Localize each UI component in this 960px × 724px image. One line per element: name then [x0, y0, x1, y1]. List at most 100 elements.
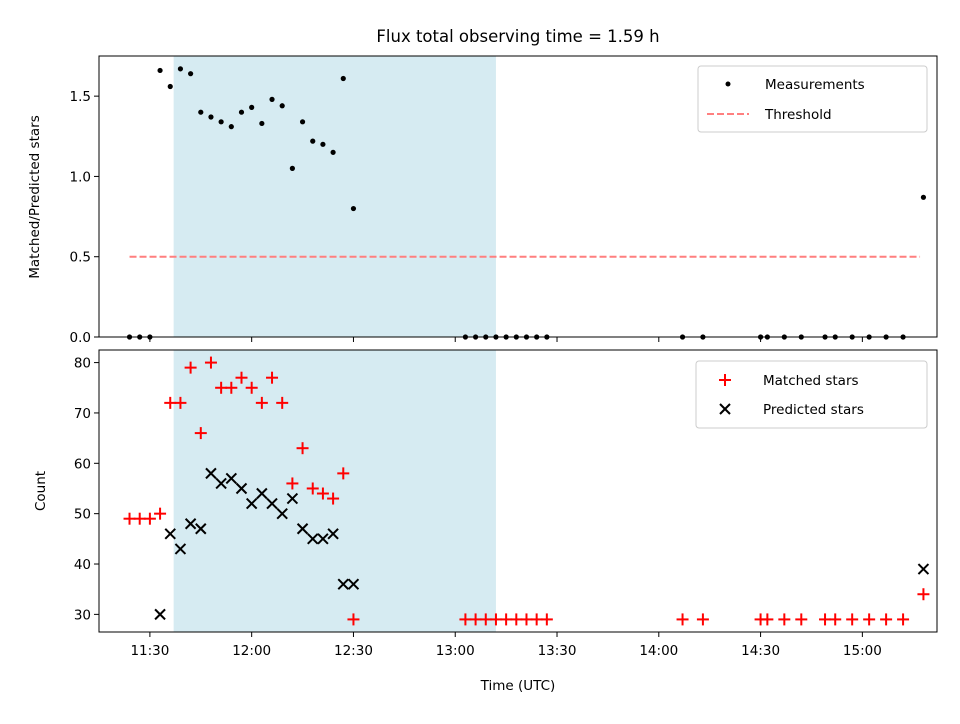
predicted-star-point [307, 533, 319, 545]
measurement-point [177, 66, 184, 72]
measurement-point [228, 124, 234, 130]
bottom-y-tick-label: 40 [74, 557, 91, 573]
bottom-axes-frame [98, 349, 938, 633]
matched-star-point [489, 613, 502, 626]
bottom-y-tick-label: 70 [74, 406, 91, 422]
legend-measurements-label: Measurements [765, 77, 865, 93]
legend-threshold-label: Threshold [764, 107, 832, 123]
bottom-legend: Matched stars Predicted stars [695, 360, 928, 429]
top-y-tick-label: 1.0 [70, 169, 91, 185]
x-tick-label: 12:30 [334, 643, 373, 659]
x-tick-label: 14:30 [741, 643, 780, 659]
matched-star-point [296, 442, 309, 455]
matched-star-point [510, 613, 523, 626]
top-y-tick-label: 0.5 [70, 250, 91, 266]
matched-star-point [676, 613, 689, 626]
predicted-star-point [256, 487, 268, 500]
bottom-y-tick-label: 80 [74, 356, 91, 372]
x-axis-label: Time (UTC) [480, 678, 556, 694]
matched-star-point [897, 613, 910, 626]
bottom-y-tick-label: 30 [74, 607, 91, 623]
measurement-point [198, 109, 204, 115]
matched-star-point [819, 613, 832, 626]
matched-star-point [327, 492, 340, 505]
matched-star-point [245, 381, 258, 394]
measurement-point [299, 119, 306, 125]
matched-star-point [276, 396, 289, 409]
predicted-star-point [215, 477, 227, 490]
measurement-point [269, 96, 275, 102]
legend-predicted-label: Predicted stars [763, 402, 864, 418]
predicted-star-point [225, 472, 238, 485]
matched-star-point [235, 371, 248, 384]
matched-star-point [306, 482, 319, 495]
measurement-point [310, 138, 316, 144]
legend-predicted-marker [719, 403, 731, 415]
matched-star-point [778, 613, 791, 626]
matched-star-point [204, 356, 217, 369]
legend-matched-marker [719, 374, 731, 386]
top-legend: Measurements Threshold [697, 65, 928, 133]
matched-star-point [540, 613, 553, 626]
predicted-star-point [184, 518, 197, 530]
matched-star-point [194, 427, 207, 440]
matched-star-point [530, 613, 543, 626]
measurement-point [249, 104, 255, 110]
legend-matched-label: Matched stars [763, 373, 859, 389]
x-tick-label: 13:00 [436, 643, 475, 659]
predicted-star-point [286, 492, 299, 505]
chart-title: Flux total observing time = 1.59 h [376, 27, 659, 46]
top-y-axis-label: Matched/Predicted stars [27, 115, 43, 278]
measurement-point [320, 141, 326, 147]
matched-star-point [225, 381, 238, 394]
top-axes-frame [98, 55, 938, 338]
matched-star-point [316, 487, 329, 500]
predicted-star-point [917, 563, 930, 575]
matched-star-point [863, 613, 876, 626]
x-tick-label: 13:30 [538, 643, 577, 659]
matched-star-point [829, 613, 842, 626]
legend-measurements-marker [725, 81, 731, 87]
measurement-point [157, 67, 163, 74]
matched-star-point [123, 512, 136, 525]
measurement-point [238, 109, 245, 115]
predicted-star-point [174, 543, 187, 555]
matched-star-point [174, 396, 187, 409]
bottom-y-tick-label: 60 [74, 456, 91, 472]
predicted-star-point [245, 497, 258, 510]
predicted-star-point [154, 608, 166, 621]
matched-star-point [215, 381, 228, 394]
shaded-interval-bottom [173, 350, 496, 632]
top-panel: 0.0 0.5 1.0 1.5 Matched/Predicted stars Mea… [27, 55, 938, 346]
measurement-point [188, 71, 194, 77]
x-tick-label: 12:00 [232, 643, 271, 659]
predicted-star-point [276, 507, 288, 520]
matched-star-point [479, 613, 492, 626]
matched-star-point [696, 613, 709, 626]
shaded-interval-top [173, 56, 496, 337]
matched-star-point [347, 613, 360, 626]
matched-star-point [795, 613, 808, 626]
matched-star-point [761, 613, 774, 626]
measurement-point [167, 83, 173, 90]
matched-star-point [143, 512, 156, 525]
matched-star-point [917, 588, 930, 601]
matched-star-point [184, 361, 197, 374]
matched-star-point [286, 477, 299, 490]
top-y-tick-label: 0.0 [70, 330, 91, 346]
matched-star-point [469, 613, 482, 626]
predicted-star-point [235, 482, 248, 495]
matched-star-point [255, 396, 268, 409]
measurement-point [340, 75, 346, 82]
bottom-y-axis-label: Count [33, 471, 49, 511]
matched-star-point [133, 512, 146, 525]
matched-star-point [164, 396, 177, 409]
top-y-tick-label: 1.5 [70, 89, 91, 105]
matched-star-point [337, 467, 350, 480]
predicted-star-point [337, 578, 349, 590]
matched-star-point [520, 613, 533, 626]
matched-star-point [500, 613, 513, 626]
x-tick-label: 14:00 [639, 643, 678, 659]
matched-star-point [880, 613, 893, 626]
